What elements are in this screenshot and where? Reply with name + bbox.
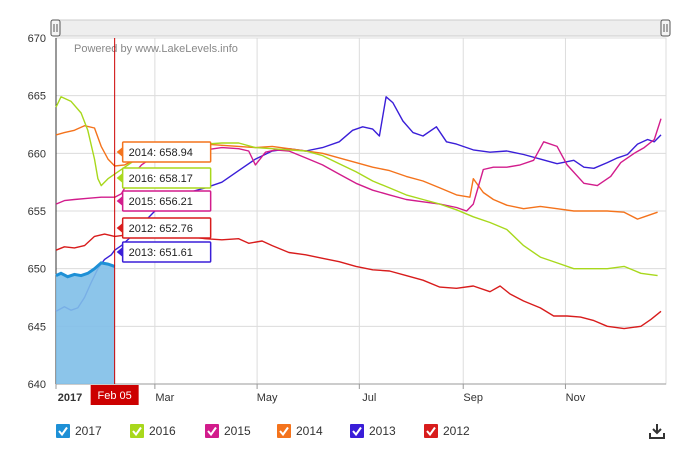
crosshair-label: Feb 05 [98,390,132,402]
series-line-2015 [55,118,662,212]
x-tick-label: Mar [155,392,174,404]
legend-checkbox[interactable] [205,424,219,438]
tooltip-pointer [116,223,123,233]
legend-label: 2012 [443,424,470,438]
tooltip-box-2012 [121,217,212,239]
legend-label: 2016 [149,424,176,438]
legend-item-2014[interactable]: 2014 [277,424,323,438]
legend-checkbox[interactable] [56,424,70,438]
series-line-2016 [55,96,658,277]
series-lines [55,96,662,384]
legend-checkbox[interactable] [277,424,291,438]
legend-item-2016[interactable]: 2016 [130,424,176,438]
legend-item-2015[interactable]: 2015 [205,424,251,438]
crosshair: Feb 05 [90,38,139,405]
y-tick-label: 670 [28,33,46,45]
legend: 2017 2016 2015 2014 2013 2012 [56,424,470,438]
x-tick-label: May [257,392,278,404]
y-tick-label: 660 [28,148,46,160]
tooltip-text-2012: 2012: 652.76 [129,223,193,235]
legend-label: 2017 [75,424,102,438]
tooltip-pointer [116,173,123,183]
tooltip-text-2013: 2013: 651.61 [129,247,193,259]
tooltip-pointer [116,147,123,157]
tooltip-text-2016: 2016: 658.17 [129,173,193,185]
series-line-2014 [55,125,658,220]
check-icon [132,426,142,437]
chart-credit[interactable]: Powered by www.LakeLevels.info [74,43,238,55]
axes: 640 645 650 655 660 665 670 2017 Mar May Jul Sep Nov [28,33,666,404]
y-tick-label: 650 [28,264,46,276]
legend-checkbox[interactable] [130,424,144,438]
check-icon [279,426,289,437]
y-tick-label: 640 [28,379,46,391]
y-tick-label: 645 [28,321,46,333]
range-navigator-track[interactable] [55,19,667,37]
series-line-2013 [55,96,662,312]
tooltip-pointer [116,196,123,206]
legend-item-2017[interactable]: 2017 [56,424,102,438]
tooltips: 2014: 658.94 2016: 658.17 2015: 656.21 2012… [116,141,212,263]
legend-item-2013[interactable]: 2013 [350,424,396,438]
range-handle-left[interactable] [50,19,61,37]
legend-checkbox[interactable] [424,424,438,438]
legend-checkbox[interactable] [350,424,364,438]
x-tick-label: 2017 [58,392,82,404]
legend-item-2012[interactable]: 2012 [424,424,470,438]
tooltip-text-2015: 2015: 656.21 [129,196,193,208]
legend-label: 2015 [224,424,251,438]
x-tick-label: Sep [463,392,483,404]
legend-label: 2014 [296,424,323,438]
range-handle-right[interactable] [660,19,671,37]
check-icon [207,426,217,437]
tooltip-box-2016 [121,167,212,189]
x-tick-label: Jul [362,392,376,404]
tooltip-box-2015 [121,190,212,212]
range-navigator[interactable] [50,19,671,37]
check-icon [58,426,68,437]
tooltip-box-2014 [121,141,212,163]
check-icon [426,426,436,437]
series-area-2017 [56,262,115,384]
y-tick-label: 665 [28,91,46,103]
tooltip-box-2013 [121,241,212,263]
y-tick-label: 655 [28,206,46,218]
tooltip-pointer [116,247,123,257]
crosshair-label-box [90,385,139,405]
check-icon [352,426,362,437]
tooltip-text-2014: 2014: 658.94 [129,147,193,159]
series-line-2017 [55,261,116,279]
legend-label: 2013 [369,424,396,438]
x-tick-label: Nov [566,392,586,404]
download-icon[interactable] [648,422,666,440]
